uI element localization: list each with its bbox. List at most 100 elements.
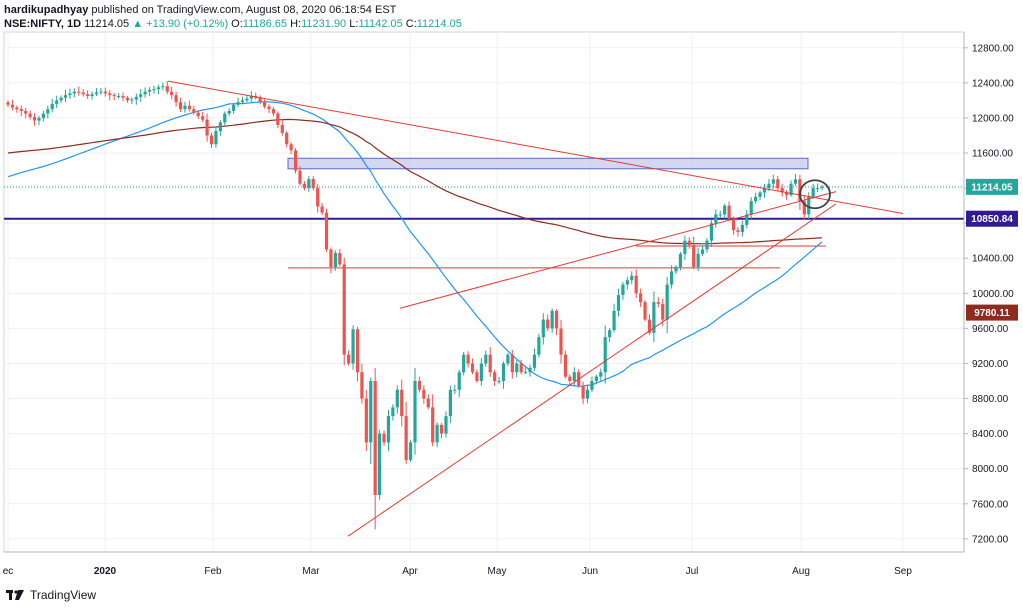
candle-body xyxy=(683,240,687,254)
candle-body xyxy=(731,218,736,231)
price-label-badge xyxy=(966,210,1018,227)
price-tick-label: 10400.00 xyxy=(972,254,1014,265)
candle-body xyxy=(360,372,364,399)
candle-body xyxy=(603,337,607,373)
candle-body xyxy=(762,188,767,193)
candle-body xyxy=(519,363,523,373)
candle-body xyxy=(439,424,444,434)
candle-body xyxy=(652,302,656,333)
candle-body xyxy=(767,183,771,189)
candle-body xyxy=(165,86,169,92)
candle-body xyxy=(307,179,311,189)
candle-body xyxy=(63,95,68,98)
candle-body xyxy=(400,389,404,417)
candle-body xyxy=(594,376,598,382)
candle-body xyxy=(714,214,718,224)
candle-body xyxy=(218,122,222,132)
candle-body xyxy=(448,389,452,417)
high-value: 11231.90 xyxy=(301,18,347,30)
price-axis[interactable]: 12800.0012400.0012000.0011600.0011200.00… xyxy=(963,32,1018,552)
candle-body xyxy=(333,252,337,268)
candle-body xyxy=(493,372,497,382)
candle-body xyxy=(546,319,550,329)
candle-body xyxy=(28,113,32,118)
trend-lines[interactable] xyxy=(167,80,904,537)
candle-body xyxy=(408,442,413,460)
candle-body xyxy=(161,86,165,88)
candle-body xyxy=(523,372,528,374)
candle-body xyxy=(289,144,293,151)
candle-body xyxy=(382,433,386,443)
candle-body xyxy=(559,328,563,355)
candle-body xyxy=(240,100,245,103)
chart-overlays[interactable] xyxy=(799,179,831,210)
candle-body xyxy=(563,354,568,377)
candle-body xyxy=(116,96,121,98)
candle-body xyxy=(785,192,789,196)
candle-body xyxy=(147,89,152,92)
moving-average-short-line xyxy=(7,101,823,387)
candle-body xyxy=(444,416,448,434)
candle-body xyxy=(488,354,492,373)
candle-body xyxy=(554,310,559,329)
candle-body xyxy=(19,109,23,111)
candle-body xyxy=(585,389,590,399)
candle-body xyxy=(351,329,355,364)
chart-plot-area[interactable] xyxy=(3,31,965,553)
trend-line xyxy=(347,203,837,537)
author-name[interactable]: hardikupadhyay xyxy=(4,4,89,16)
candle-body xyxy=(621,284,625,296)
candle-body xyxy=(616,295,621,311)
candle-body xyxy=(156,87,161,89)
candle-body xyxy=(386,416,391,443)
candle-body xyxy=(754,196,758,202)
price-label-text: 11214.05 xyxy=(971,182,1013,193)
candle-body xyxy=(378,433,382,496)
candle-body xyxy=(705,240,709,250)
candle-body xyxy=(413,381,417,443)
candle-body xyxy=(130,99,134,101)
candle-body xyxy=(170,91,174,96)
candle-body xyxy=(139,94,143,97)
footer: TradingView xyxy=(6,588,96,602)
resistance-zone[interactable] xyxy=(287,157,809,170)
candle-body xyxy=(316,188,320,207)
candle-body xyxy=(537,337,541,355)
candle-body xyxy=(249,96,253,99)
time-tick-label: Apr xyxy=(402,566,418,577)
candle-body xyxy=(94,92,99,95)
time-axis[interactable]: ec 2020 Feb Mar Apr May Jun Jul Aug Sep xyxy=(3,551,964,577)
candle-body xyxy=(187,105,191,110)
candle-body xyxy=(320,206,324,213)
candle-body xyxy=(183,105,187,110)
price-tick-label: 8000.00 xyxy=(972,464,1009,475)
candle-body xyxy=(727,205,731,219)
candle-body xyxy=(86,94,90,97)
price-label-text: 9780.11 xyxy=(974,308,1010,319)
low-value: 11142.05 xyxy=(358,18,403,30)
candle-body xyxy=(373,381,377,496)
candle-body xyxy=(209,135,214,145)
time-tick-label: ec xyxy=(3,566,14,577)
time-tick-label: May xyxy=(488,566,507,577)
price-label-badge xyxy=(966,304,1018,321)
candle-body xyxy=(81,92,85,95)
candle-body xyxy=(807,196,811,215)
candle-body xyxy=(369,381,373,443)
candle-body xyxy=(497,381,501,383)
candle-body xyxy=(391,407,395,417)
candle-body xyxy=(572,372,576,382)
candle-body xyxy=(532,354,537,368)
candle-body xyxy=(50,103,54,110)
candle-body xyxy=(355,329,360,373)
candle-body xyxy=(196,112,200,117)
price-tick-label: 7200.00 xyxy=(972,534,1009,545)
candle-body xyxy=(311,179,315,189)
candle-body xyxy=(647,319,652,333)
candle-body xyxy=(342,264,346,355)
symbol-label[interactable]: NSE:NIFTY, 1D xyxy=(4,18,82,30)
candle-body xyxy=(506,354,510,364)
time-tick-label: Mar xyxy=(302,566,320,577)
candle-body xyxy=(709,223,714,241)
